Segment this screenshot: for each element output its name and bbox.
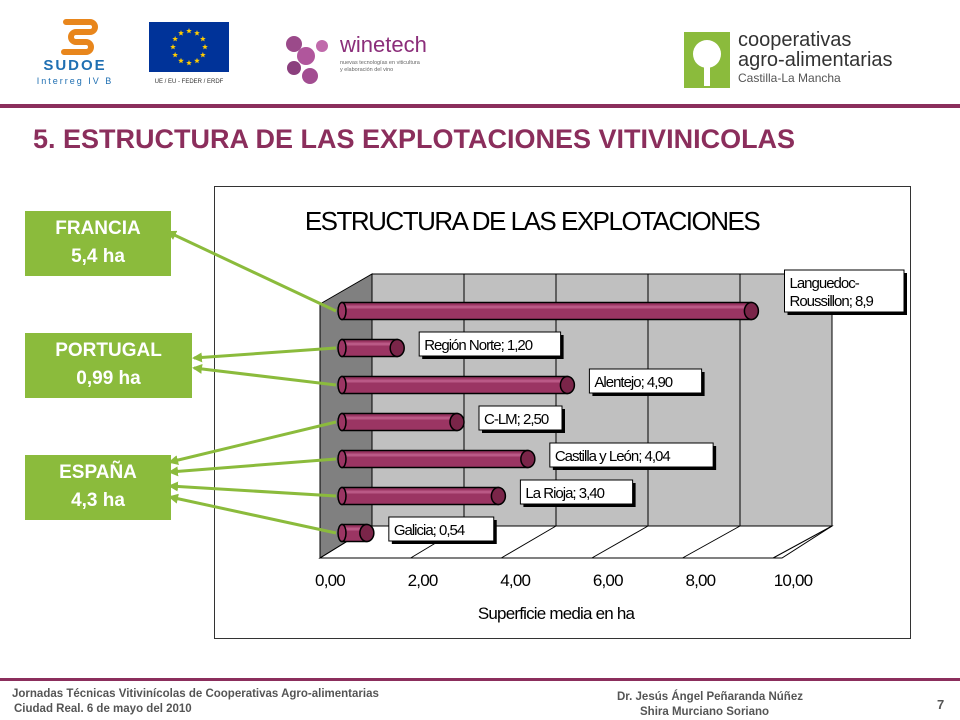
sudoe-logo-subtext: Interreg IV B: [37, 76, 114, 86]
eu-logo: UE / EU - FEDER / ERDF: [149, 22, 229, 85]
page-number: 7: [937, 697, 945, 712]
eu-star-icon: [172, 36, 178, 42]
chart-bar: [337, 338, 405, 358]
chart-bar: [337, 449, 536, 469]
eu-star-icon: [194, 57, 200, 64]
chart-bar: [337, 412, 465, 432]
sudoe-logo: SUDOE Interreg IV B: [37, 19, 114, 86]
chart-floor-gridline: [682, 525, 741, 559]
chart-data-label-text: La Rioja; 3,40: [525, 485, 604, 502]
sudoe-logo-text: SUDOE: [43, 57, 106, 74]
chart-x-tick-label: 2,00: [408, 571, 438, 590]
chart-bar: [337, 375, 576, 395]
eu-logo-caption: UE / EU - FEDER / ERDF: [155, 79, 224, 85]
eu-star-icon: [186, 60, 192, 66]
chart-data-label: Languedoc-Roussillon; 8,9: [784, 269, 907, 315]
eu-star-icon: [200, 36, 206, 42]
chart-data-label-text: Región Norte; 1,20: [424, 337, 533, 354]
cooperativas-logo: cooperativas agro-alimentarias Castilla-…: [684, 29, 893, 88]
eu-star-icon: [172, 52, 178, 58]
eu-star-icon: [194, 30, 200, 36]
footer-event-date: Ciudad Real. 6 de mayo del 2010: [14, 703, 192, 715]
chart-x-axis-label: Superficie media en ha: [478, 604, 636, 623]
chart-x-tick-label: 0,00: [315, 571, 345, 590]
chart-data-label-text: Languedoc-: [790, 275, 860, 292]
chart-x-tick-label: 10,00: [774, 571, 813, 590]
eu-star-icon: [178, 30, 184, 36]
chart-data-label: La Rioja; 3,40: [519, 479, 636, 507]
header-divider: [0, 104, 960, 108]
chart-floor-gridline: [591, 525, 649, 559]
winetech-logo-tagline-1: nuevas tecnologías en viticultura: [340, 60, 421, 66]
chart-x-tick-label: 6,00: [593, 571, 623, 590]
footer-author-2: Shira Murciano Soriano: [640, 706, 770, 718]
eu-star-icon: [186, 28, 192, 34]
chart-bar: [337, 486, 507, 506]
chart-floor-gridline: [500, 525, 557, 559]
cooperativas-logo-line-1: cooperativas: [738, 29, 851, 51]
chart-title: ESTRUCTURA DE LAS EXPLOTACIONES: [305, 206, 761, 236]
cooperativas-logo-line-2: agro-alimentarias: [738, 49, 893, 71]
footer-author-1: Dr. Jesús Ángel Peñaranda Núñez: [617, 691, 803, 703]
chart-floor-gridline: [772, 525, 833, 559]
cooperativas-logo-line-3: Castilla-La Mancha: [738, 71, 841, 85]
chart-data-label: Región Norte; 1,20: [418, 331, 564, 359]
callout-espana: ESPAÑA 4,3 ha: [25, 455, 171, 520]
callout-francia-country: FRANCIA: [55, 218, 141, 239]
chart-data-label-text: Roussillon; 8,9: [790, 293, 874, 310]
chart-bar: [337, 301, 760, 321]
bar-chart: Languedoc-Roussillon; 8,9 Región Norte; 1…: [305, 206, 907, 623]
winetech-logo-tagline-2: y elaboración del vino: [340, 67, 393, 73]
eu-star-icon: [200, 52, 206, 58]
chart-x-tick-label: 4,00: [500, 571, 530, 590]
eu-star-icon: [170, 44, 176, 50]
callout-francia: FRANCIA 5,4 ha: [25, 211, 171, 276]
footer-divider: [0, 678, 960, 681]
chart-x-tick-label: 8,00: [685, 571, 715, 590]
callout-francia-value: 5,4 ha: [71, 246, 125, 267]
callout-portugal: PORTUGAL 0,99 ha: [25, 333, 192, 398]
eu-star-icon: [202, 44, 208, 50]
chart-data-label: Galicia; 0,54: [388, 516, 497, 544]
winetech-logo-title: winetech: [339, 32, 427, 57]
chart-data-label: C-LM; 2,50: [478, 405, 565, 433]
chart-data-label-text: Castilla y León; 4,04: [555, 448, 671, 465]
chart-data-label: Castilla y León; 4,04: [549, 442, 717, 470]
callout-espana-country: ESPAÑA: [59, 462, 137, 483]
winetech-logo: winetech nuevas tecnologías en viticultu…: [286, 32, 427, 84]
chart-data-label: Alentejo; 4,90: [588, 368, 705, 396]
page-title: 5. ESTRUCTURA DE LAS EXPLOTACIONES VITIV…: [33, 124, 796, 154]
footer-event-title: Jornadas Técnicas Vitivinícolas de Coope…: [12, 688, 379, 700]
eu-star-icon: [178, 57, 184, 64]
chart-data-label-text: Alentejo; 4,90: [594, 374, 672, 391]
chart-bar: [337, 523, 375, 543]
callout-portugal-country: PORTUGAL: [55, 340, 162, 361]
callout-portugal-value: 0,99 ha: [76, 368, 141, 389]
chart-data-label-text: Galicia; 0,54: [394, 522, 465, 539]
chart-data-label-text: C-LM; 2,50: [484, 411, 549, 428]
callout-espana-value: 4,3 ha: [71, 490, 125, 511]
